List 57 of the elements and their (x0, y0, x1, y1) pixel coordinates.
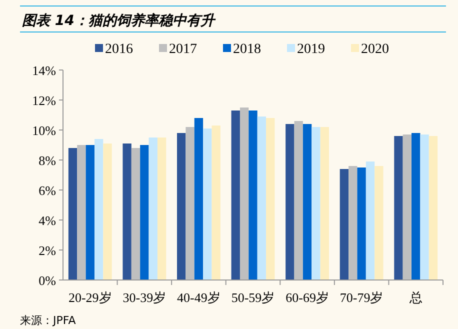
bar (286, 124, 294, 280)
bar (140, 145, 149, 280)
legend-label: 2017 (169, 42, 197, 57)
bar (312, 127, 320, 280)
bar (257, 116, 266, 280)
chart-title: 图表 14：猫的饲养率稳中有升 (22, 12, 216, 29)
bar (94, 139, 104, 280)
y-tick-label: 14% (32, 63, 56, 78)
bar (340, 169, 349, 280)
bar (348, 166, 358, 280)
bar (320, 127, 329, 280)
y-tick-label: 4% (38, 213, 56, 228)
source-note: 来源：JPFA (20, 314, 76, 327)
bar (402, 134, 412, 280)
bar (428, 136, 438, 280)
legend-label: 2020 (361, 42, 389, 57)
bar (412, 133, 420, 280)
y-tick-label: 2% (38, 243, 56, 258)
bar (68, 148, 78, 280)
bar (231, 110, 240, 280)
bar (177, 133, 186, 280)
bar (394, 136, 403, 280)
y-tick-label: 0% (38, 273, 56, 288)
x-tick-label: 20-29岁 (68, 290, 112, 305)
bar (357, 168, 366, 280)
x-tick-label: 70-79岁 (340, 290, 384, 305)
bar (420, 134, 429, 280)
y-tick-label: 10% (32, 123, 56, 138)
bar (148, 138, 158, 280)
bar (266, 118, 275, 280)
y-tick-label: 6% (38, 183, 56, 198)
bar (186, 127, 194, 280)
x-tick-label: 40-49岁 (177, 290, 220, 305)
legend-label: 2016 (105, 42, 133, 57)
bar (294, 121, 303, 280)
x-tick-label: 总 (408, 290, 422, 305)
legend-label: 2019 (297, 42, 325, 57)
bar (366, 162, 375, 280)
x-tick-label: 50-59岁 (231, 290, 275, 305)
bar (302, 124, 312, 280)
legend-label: 2018 (233, 42, 261, 57)
x-tick-label: 30-39岁 (122, 290, 166, 305)
y-tick-label: 12% (32, 93, 56, 108)
bar (122, 144, 132, 280)
bar (103, 144, 112, 280)
bar (157, 138, 166, 280)
bar (86, 145, 94, 280)
bar (240, 108, 249, 280)
bar (77, 145, 86, 280)
y-tick-label: 8% (38, 153, 56, 168)
bar (248, 110, 258, 280)
bar (203, 128, 212, 280)
bar (131, 148, 140, 280)
bar (374, 166, 384, 280)
bar (194, 118, 204, 280)
x-tick-label: 60-69岁 (286, 290, 329, 305)
bar (212, 126, 220, 280)
